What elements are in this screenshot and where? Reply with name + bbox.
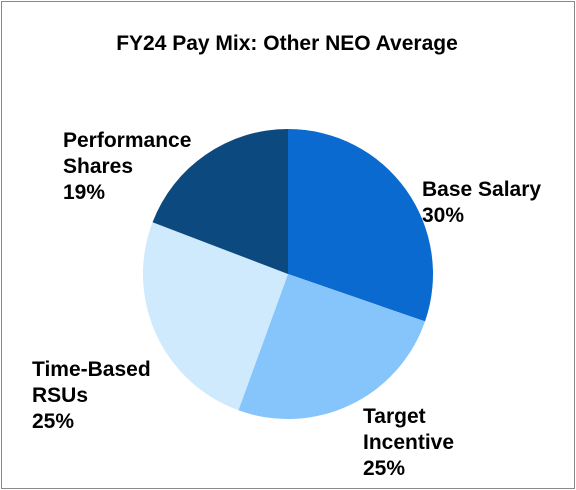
- slice-label-line: 25%: [363, 457, 405, 480]
- slice-label-line: 19%: [63, 181, 105, 204]
- slice-label-base-salary: Base Salary 30%: [422, 178, 541, 227]
- slice-label-line: Incentive: [363, 431, 454, 454]
- pie-slice-target-incentive: [238, 274, 426, 419]
- pie-slice-base-salary: [288, 129, 433, 322]
- slice-label-line: Performance: [63, 129, 191, 152]
- slice-label-line: Base Salary: [422, 178, 541, 201]
- slice-labels: Base Salary 30%Target Incentive 25%Time-Bas…: [32, 129, 541, 480]
- slice-label-line: Shares: [63, 155, 133, 178]
- slice-label-line: 30%: [422, 204, 464, 227]
- pie-slices: [142, 129, 433, 419]
- slice-label-line: Target: [363, 405, 426, 428]
- slice-label-time-based-rsus: Time-Based RSUs 25%: [32, 358, 151, 433]
- slice-label-line: Time-Based: [32, 358, 151, 381]
- pie-slice-time-based-rsus: [142, 222, 288, 411]
- slice-label-performance-shares: Performance Shares 19%: [63, 129, 191, 204]
- slice-label-line: 25%: [32, 410, 74, 433]
- slice-label-line: RSUs: [32, 384, 88, 407]
- slice-label-target-incentive: Target Incentive 25%: [363, 405, 454, 480]
- pie-slice-performance-shares: [152, 129, 288, 274]
- chart-title: FY24 Pay Mix: Other NEO Average: [116, 32, 458, 55]
